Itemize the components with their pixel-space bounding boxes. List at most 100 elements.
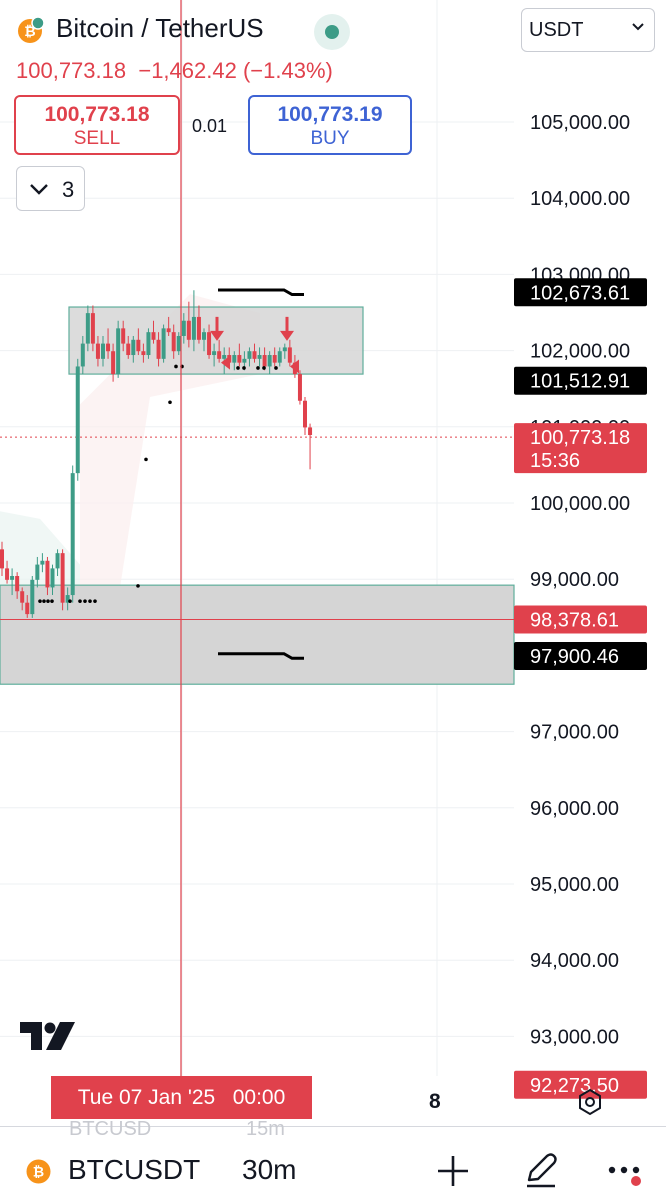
signal-dot (236, 366, 240, 370)
price-axis-label-box (514, 605, 647, 634)
drawing-pen-icon[interactable] (521, 1150, 561, 1190)
candle-body (141, 351, 146, 356)
candle-body (181, 320, 186, 336)
buy-price: 100,773.19 (277, 103, 383, 126)
candle-body (65, 595, 70, 603)
signal-dot (68, 599, 72, 603)
candle-body (116, 328, 121, 375)
signal-dot (46, 599, 50, 603)
spread-value: 0.01 (192, 116, 228, 136)
price-axis-tick-label: 102,000.00 (530, 341, 630, 363)
buy-button[interactable]: 100,773.19 BUY (248, 95, 412, 155)
candle-body (106, 343, 111, 352)
price-axis-label-box (514, 423, 647, 474)
left-arrow-icon (290, 359, 299, 374)
signal-dot (83, 599, 87, 603)
signal-dot (174, 364, 178, 369)
candle-body (191, 316, 196, 340)
chart-settings-icon[interactable] (574, 1086, 606, 1118)
sell-label: SELL (73, 128, 121, 149)
signal-dot (136, 584, 140, 588)
candle-body (303, 400, 307, 428)
buy-label: BUY (310, 128, 350, 149)
candle-body (40, 560, 45, 565)
candle-body (207, 332, 212, 356)
resistance-level-line (218, 288, 304, 297)
candle-body (55, 553, 60, 569)
candle-body (297, 374, 302, 401)
price-axis-tick-label: 96,000.00 (530, 798, 619, 820)
signal-dot (93, 599, 97, 603)
chart-grid (0, 0, 514, 1076)
candle-body (161, 328, 166, 359)
candle-body (247, 351, 252, 359)
candle-body (232, 355, 237, 363)
market-status-indicator[interactable] (314, 14, 350, 50)
price-axis-tick-label: 104,000.00 (530, 188, 630, 210)
price-axis-label: 98,378.61 (530, 610, 619, 632)
candle-body (257, 355, 262, 359)
sell-button[interactable]: 100,773.18 SELL (14, 95, 180, 155)
price-axis-label-box (514, 1070, 647, 1099)
currency-select[interactable]: USDT (521, 8, 655, 52)
price-change: −1,462.42 (138, 58, 237, 83)
price-change-percent: (−1.43%) (242, 58, 333, 83)
candle-body (196, 316, 201, 340)
price-axis-tick-label: 97,000.00 (530, 722, 619, 744)
candle-body (45, 560, 50, 588)
symbol-title[interactable]: Bitcoin / TetherUS (56, 13, 264, 43)
time-axis-tick: 8 (429, 1090, 441, 1113)
candle-body (80, 343, 85, 367)
candle-body (202, 332, 206, 340)
price-axis-label-box (514, 366, 647, 395)
previous-symbol-ghost: BTCUSD (69, 1118, 152, 1140)
candle-body (308, 427, 313, 436)
countdown-label: 15:36 (530, 450, 580, 472)
candle-body (111, 351, 116, 375)
price-axis-tick-label: 94,000.00 (530, 950, 619, 972)
candle-body (50, 568, 55, 588)
price-chart[interactable]: 105,000.00104,000.00103,000.00102,000.00… (0, 0, 666, 1126)
candle-body (267, 355, 272, 367)
candle-body (60, 553, 65, 603)
price-axis-tick-label: 95,000.00 (530, 874, 619, 896)
currency-value: USDT (529, 19, 584, 41)
candle-body (262, 355, 267, 367)
signal-dot (144, 457, 148, 462)
signal-dot (256, 366, 260, 370)
candle-body (90, 313, 95, 344)
chevron-down-icon (30, 184, 48, 195)
candle-body (287, 347, 292, 363)
candle-body (70, 473, 75, 596)
candle-body (15, 576, 20, 592)
interval-button[interactable]: 30m (242, 1154, 297, 1185)
candle-body (121, 328, 126, 344)
tradingview-logo-icon[interactable] (20, 1022, 76, 1052)
chevron-down-icon (632, 23, 644, 31)
candle-body (252, 351, 257, 359)
price-axis-tick-label: 105,000.00 (530, 112, 630, 134)
last-price: 100,773.18 (16, 58, 127, 83)
svg-text:₿: ₿ (33, 1165, 44, 1181)
price-axis-label: 97,900.46 (530, 646, 619, 668)
crosshair-time-label: Tue 07 Jan '25 00:00 (51, 1076, 312, 1119)
candle-body (242, 358, 247, 363)
signal-dot (88, 599, 92, 603)
candle-body (217, 351, 222, 359)
candle-body (0, 549, 4, 569)
candle-body (95, 343, 100, 359)
add-plus-icon[interactable] (437, 1155, 469, 1187)
indicators-toggle-button[interactable]: 3 (16, 166, 85, 211)
candle-body (171, 332, 176, 352)
candle-body (156, 339, 161, 359)
candle-body (146, 332, 151, 356)
signal-dot (274, 366, 278, 370)
price-axis-tick-label: 99,000.00 (530, 569, 619, 591)
symbol-button[interactable]: BTCUSDT (68, 1154, 201, 1185)
more-options-icon[interactable] (608, 1163, 644, 1187)
candle-body (25, 602, 30, 615)
candle-body (222, 355, 227, 359)
candle-body (186, 320, 191, 340)
signal-dot (42, 599, 46, 603)
candle-body (75, 366, 80, 474)
